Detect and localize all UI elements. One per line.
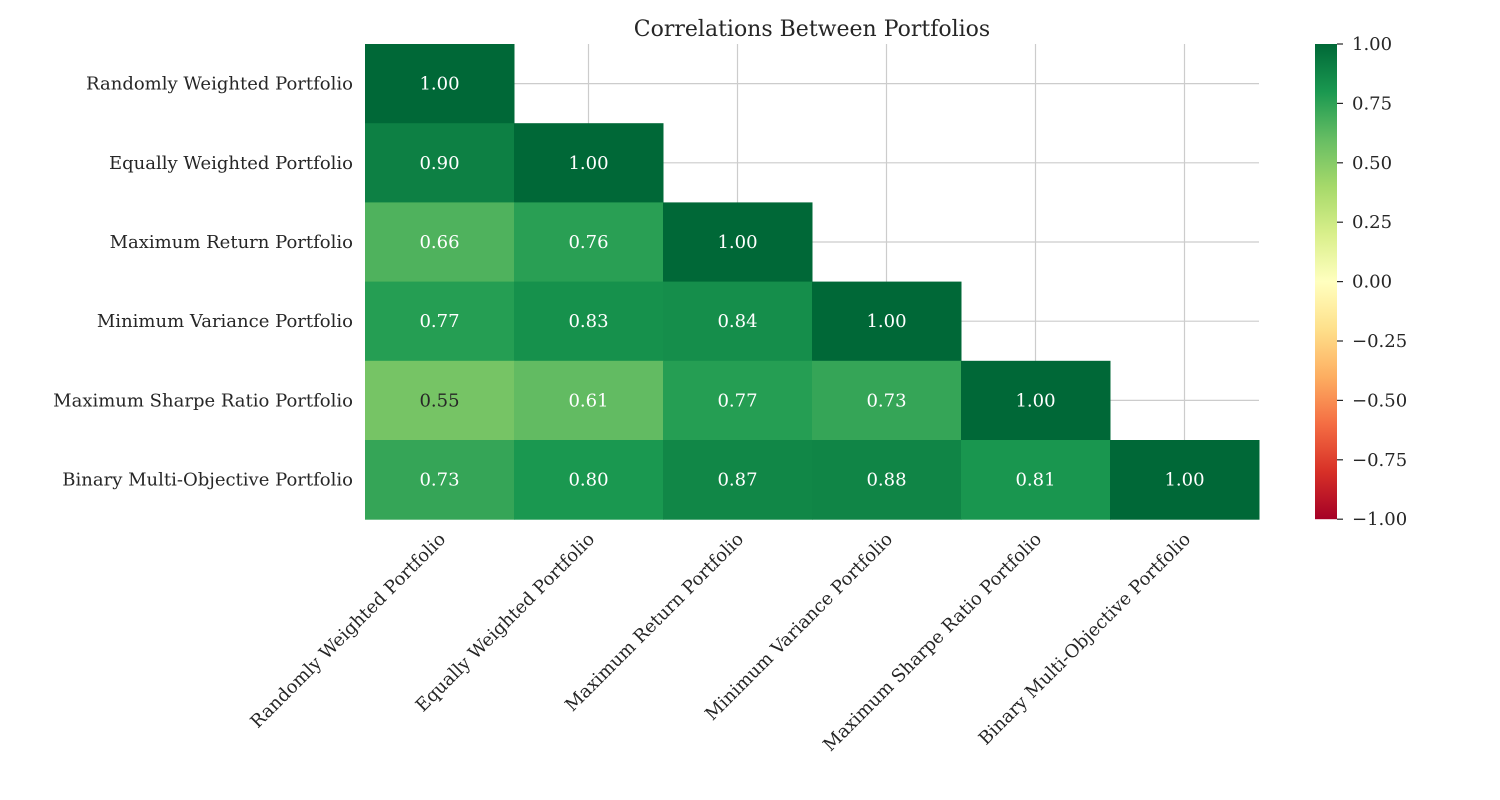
heatmap-cell: [812, 281, 962, 362]
cell-value-label: 0.77: [717, 390, 757, 411]
cell-value-label: 0.55: [419, 390, 459, 411]
heatmap-cell: [514, 360, 664, 441]
row-tick-label: Minimum Variance Portfolio: [97, 311, 353, 332]
heatmap-cell: [1110, 440, 1260, 520]
row-tick-label: Randomly Weighted Portfolio: [86, 74, 353, 95]
cell-value-label: 0.66: [419, 232, 459, 253]
colorbar-tick-label: 0.75: [1352, 93, 1392, 114]
heatmap-cell: [663, 281, 813, 362]
heatmap-cell: [365, 123, 515, 203]
cell-value-label: 0.61: [568, 390, 608, 411]
colorbar-tick-label: −0.75: [1352, 450, 1407, 471]
cell-value-label: 1.00: [568, 153, 608, 174]
row-tick-label: Maximum Sharpe Ratio Portfolio: [53, 390, 353, 411]
chart-title: Correlations Between Portfolios: [634, 17, 990, 42]
heatmap-cell: [961, 360, 1111, 441]
cell-value-label: 0.73: [866, 390, 906, 411]
cell-value-label: 0.81: [1015, 470, 1055, 491]
colorbar-tick-label: 0.50: [1352, 153, 1392, 174]
cell-value-label: 0.73: [419, 470, 459, 491]
heatmap-cell: [365, 202, 515, 283]
row-tick-labels: Randomly Weighted Portfolio Equally Weigh…: [53, 74, 353, 491]
colorbar-gradient: [1315, 44, 1337, 520]
column-tick-label: Equally Weighted Portfolio: [412, 529, 599, 716]
cell-value-label: 0.84: [717, 311, 757, 332]
heatmap-cell: [514, 123, 664, 203]
cell-value-label: 0.80: [568, 470, 608, 491]
heatmap-cell: [514, 202, 664, 283]
heatmap-cell: [514, 281, 664, 362]
heatmap-cell: [812, 360, 962, 441]
heatmap-cells: 1.00 0.90 1.00 0.66 0.76 1.00 0.77 0.83 0.84 1.00…: [365, 44, 1260, 520]
cell-value-label: 0.76: [568, 232, 608, 253]
heatmap-cell: [961, 440, 1111, 520]
colorbar-tick-label: 0.00: [1352, 272, 1392, 293]
colorbar: 1.00 0.75 0.50 0.25 0.00 −0.25 −0.50 −0.75 −1.00: [1315, 34, 1407, 530]
cell-value-label: 1.00: [419, 74, 459, 95]
cell-value-label: 0.77: [419, 311, 459, 332]
heatmap-cell: [365, 440, 515, 520]
colorbar-tick-label: −1.00: [1352, 509, 1407, 530]
heatmap-cell: [365, 360, 515, 441]
heatmap-cell: [812, 440, 962, 520]
heatmap-cell: [365, 44, 515, 124]
cell-value-label: 0.83: [568, 311, 608, 332]
row-tick-label: Equally Weighted Portfolio: [109, 153, 353, 174]
row-tick-label: Binary Multi-Objective Portfolio: [62, 470, 353, 491]
heatmap-cell: [663, 360, 813, 441]
cell-value-label: 1.00: [1015, 390, 1055, 411]
colorbar-tick-label: 0.25: [1352, 212, 1392, 233]
column-tick-label: Maximum Return Portfolio: [561, 529, 748, 716]
heatmap-cell: [663, 202, 813, 283]
colorbar-tick-label: −0.50: [1352, 390, 1407, 411]
colorbar-tick-label: −0.25: [1352, 331, 1407, 352]
heatmap-cell: [663, 440, 813, 520]
colorbar-tick-label: 1.00: [1352, 34, 1392, 55]
cell-value-label: 1.00: [1164, 470, 1204, 491]
cell-value-label: 0.87: [717, 470, 757, 491]
cell-value-label: 1.00: [866, 311, 906, 332]
heatmap-cell: [514, 440, 664, 520]
row-tick-label: Maximum Return Portfolio: [110, 232, 353, 253]
cell-value-label: 0.88: [866, 470, 906, 491]
heatmap-cell: [365, 281, 515, 362]
cell-value-label: 1.00: [717, 232, 757, 253]
cell-value-label: 0.90: [419, 153, 459, 174]
